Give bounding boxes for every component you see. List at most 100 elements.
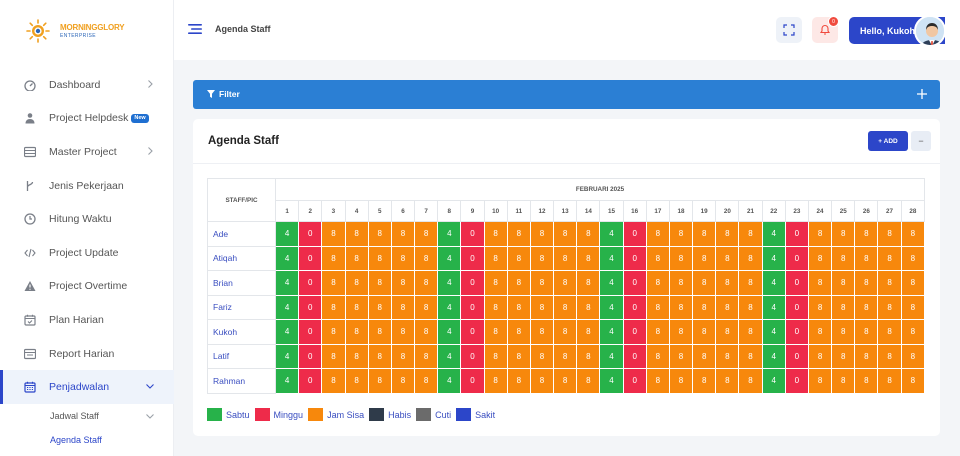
schedule-cell[interactable]: 8 [854,245,879,271]
schedule-cell[interactable]: 4 [437,270,462,296]
schedule-cell[interactable]: 8 [715,319,740,345]
schedule-cell[interactable]: 8 [738,343,763,369]
schedule-cell[interactable]: 8 [807,270,833,296]
schedule-cell[interactable]: 8 [900,245,926,271]
staff-name-link[interactable]: Fariz [207,294,276,320]
schedule-cell[interactable]: 8 [854,368,879,394]
schedule-cell[interactable]: 4 [599,221,624,247]
schedule-cell[interactable]: 0 [460,294,485,320]
schedule-cell[interactable]: 8 [692,368,717,394]
schedule-cell[interactable]: 0 [622,270,647,296]
schedule-cell[interactable]: 8 [321,221,346,247]
schedule-cell[interactable]: 8 [645,221,670,247]
schedule-cell[interactable]: 8 [668,221,694,247]
schedule-cell[interactable]: 8 [900,294,926,320]
schedule-cell[interactable]: 8 [321,368,346,394]
schedule-cell[interactable]: 8 [807,343,833,369]
schedule-cell[interactable]: 8 [390,245,416,271]
schedule-cell[interactable]: 8 [831,294,856,320]
schedule-cell[interactable]: 8 [414,270,439,296]
schedule-cell[interactable]: 8 [645,294,670,320]
schedule-cell[interactable]: 8 [553,270,578,296]
sidebar-item-project-helpdesk[interactable]: Project Helpdesk New [0,102,174,136]
schedule-cell[interactable]: 8 [900,221,926,247]
sidebar-item-project-overtime[interactable]: Project Overtime [0,270,174,304]
schedule-cell[interactable]: 8 [831,270,856,296]
schedule-cell[interactable]: 8 [807,294,833,320]
sidebar-item-hitung-waktu[interactable]: Hitung Waktu [0,202,174,236]
sidebar-item-master-project[interactable]: Master Project [0,135,174,169]
schedule-cell[interactable]: 8 [529,319,555,345]
staff-name-link[interactable]: Brian [207,270,276,296]
schedule-cell[interactable]: 8 [367,294,392,320]
schedule-cell[interactable]: 8 [529,221,555,247]
schedule-cell[interactable]: 0 [298,343,323,369]
schedule-cell[interactable]: 8 [738,221,763,247]
schedule-cell[interactable]: 8 [738,319,763,345]
schedule-cell[interactable]: 8 [831,221,856,247]
brand-logo[interactable]: MORNINGGLORY ENTERPRISE [26,19,146,43]
schedule-cell[interactable]: 8 [321,294,346,320]
schedule-cell[interactable]: 4 [761,245,786,271]
schedule-cell[interactable]: 8 [367,270,392,296]
sidebar-subitem-agenda-staff[interactable]: Agenda Staff [0,428,174,452]
schedule-cell[interactable]: 8 [900,343,926,369]
schedule-cell[interactable]: 8 [877,368,902,394]
schedule-cell[interactable]: 8 [390,221,416,247]
schedule-cell[interactable]: 8 [506,343,531,369]
schedule-cell[interactable]: 8 [877,319,902,345]
schedule-cell[interactable]: 8 [344,270,369,296]
schedule-cell[interactable]: 8 [529,368,555,394]
sidebar-item-penjadwalan[interactable]: Penjadwalan [0,370,174,405]
schedule-cell[interactable]: 0 [298,294,323,320]
schedule-cell[interactable]: 8 [668,294,694,320]
schedule-cell[interactable]: 8 [414,343,439,369]
schedule-cell[interactable]: 8 [692,319,717,345]
schedule-cell[interactable]: 8 [553,221,578,247]
sidebar-item-plan-harian[interactable]: Plan Harian [0,303,174,337]
schedule-cell[interactable]: 8 [715,343,740,369]
schedule-cell[interactable]: 0 [298,245,323,271]
schedule-cell[interactable]: 0 [622,343,647,369]
schedule-cell[interactable]: 8 [553,245,578,271]
schedule-cell[interactable]: 8 [831,245,856,271]
schedule-cell[interactable]: 8 [668,270,694,296]
schedule-cell[interactable]: 8 [668,319,694,345]
avatar[interactable] [914,15,946,47]
schedule-cell[interactable]: 8 [529,245,555,271]
schedule-cell[interactable]: 8 [668,245,694,271]
schedule-cell[interactable]: 8 [321,245,346,271]
schedule-cell[interactable]: 8 [807,319,833,345]
schedule-cell[interactable]: 8 [645,368,670,394]
schedule-cell[interactable]: 8 [483,270,508,296]
schedule-cell[interactable]: 0 [622,221,647,247]
schedule-cell[interactable]: 8 [668,368,694,394]
schedule-cell[interactable]: 8 [529,294,555,320]
schedule-cell[interactable]: 4 [274,294,300,320]
schedule-cell[interactable]: 4 [274,343,300,369]
schedule-cell[interactable]: 0 [298,368,323,394]
filter-bar[interactable]: Filter [193,80,940,109]
add-button[interactable]: + ADD [868,131,908,151]
schedule-cell[interactable]: 8 [854,343,879,369]
sidebar-subitem-jadwal-staff[interactable]: Jadwal Staff [0,404,174,428]
schedule-cell[interactable]: 8 [321,343,346,369]
schedule-cell[interactable]: 8 [414,221,439,247]
schedule-cell[interactable]: 8 [645,343,670,369]
schedule-cell[interactable]: 4 [599,368,624,394]
staff-name-link[interactable]: Atiqah [207,245,276,271]
schedule-cell[interactable]: 8 [483,368,508,394]
schedule-cell[interactable]: 4 [437,368,462,394]
schedule-cell[interactable]: 8 [854,221,879,247]
schedule-cell[interactable]: 4 [437,245,462,271]
schedule-cell[interactable]: 8 [506,294,531,320]
schedule-cell[interactable]: 8 [553,343,578,369]
schedule-cell[interactable]: 4 [761,319,786,345]
expand-plus-icon[interactable] [916,88,928,100]
schedule-cell[interactable]: 8 [645,270,670,296]
schedule-cell[interactable]: 4 [274,319,300,345]
schedule-cell[interactable]: 8 [831,343,856,369]
schedule-cell[interactable]: 4 [761,368,786,394]
schedule-cell[interactable]: 4 [437,343,462,369]
schedule-cell[interactable]: 8 [715,245,740,271]
